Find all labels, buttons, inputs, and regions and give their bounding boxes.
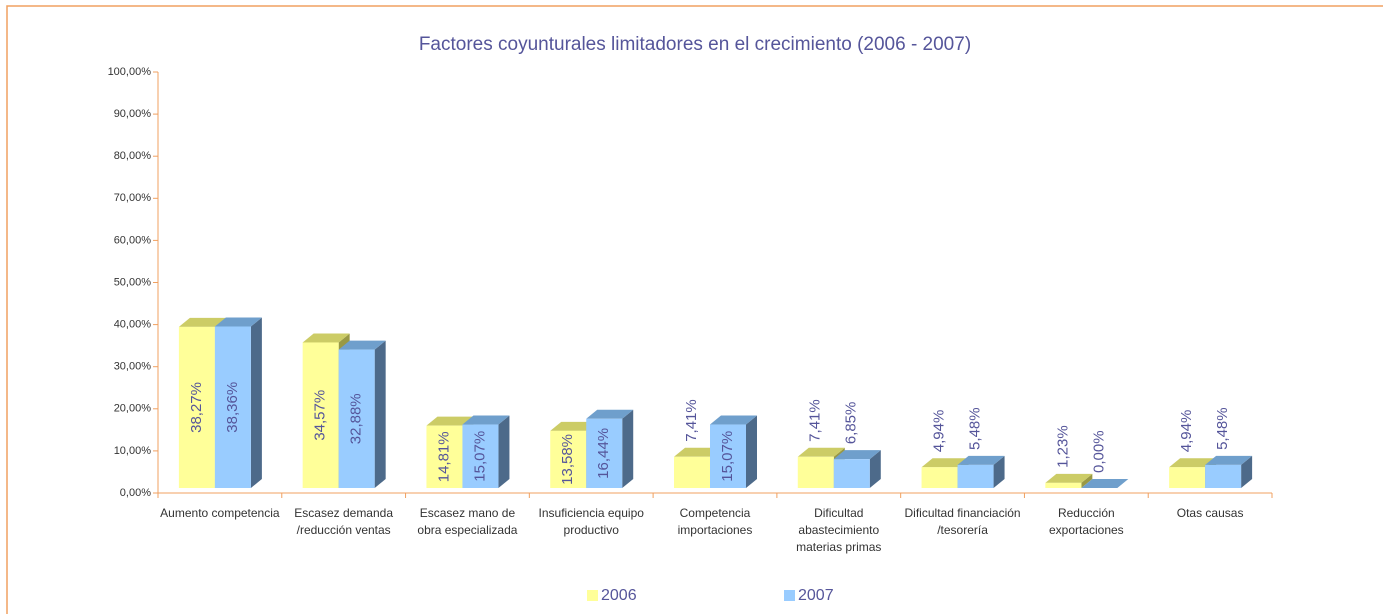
bar-side: [1081, 473, 1093, 488]
y-tick-label: 80,00%: [114, 150, 152, 162]
data-label: 38,27%: [188, 382, 205, 433]
bar-side: [250, 317, 262, 488]
bar: [833, 459, 870, 488]
bar: [426, 425, 463, 488]
data-label: 1,23%: [1054, 425, 1071, 468]
data-label: 4,94%: [931, 410, 948, 453]
y-tick-label: 40,00%: [114, 319, 152, 331]
x-tick-label: Dificultad financiación /tesorería: [904, 506, 1021, 537]
frame: [6, 5, 1383, 614]
data-label: 13,58%: [559, 434, 576, 485]
bar: [214, 326, 251, 488]
x-tick-label: Dificultad abastecimiento materias prima…: [796, 506, 882, 554]
bar: [921, 467, 958, 488]
data-label: 16,44%: [595, 428, 612, 479]
data-label: 34,57%: [312, 390, 329, 441]
bar-side: [498, 415, 510, 488]
data-label: 7,41%: [683, 399, 700, 442]
data-label: 5,48%: [967, 407, 984, 450]
bar-top: [586, 409, 634, 419]
bar: [957, 464, 994, 488]
legend-swatch: [587, 590, 598, 601]
bar-side: [622, 409, 634, 488]
bar: [462, 424, 499, 488]
legend-label: 2006: [601, 587, 637, 604]
x-tick-label: Competencia importaciones: [677, 506, 753, 537]
bar: [710, 424, 746, 488]
bar-top: [674, 447, 721, 457]
bar: [1205, 464, 1242, 488]
y-tick-label: 70,00%: [114, 192, 152, 204]
x-tick-label: Reducción exportaciones: [1048, 506, 1124, 537]
bar-side: [869, 450, 881, 488]
bar: [1169, 467, 1206, 488]
bar: [586, 418, 623, 488]
bar: [178, 326, 215, 488]
y-tick-label: 30,00%: [114, 361, 152, 373]
bar-top: [1169, 458, 1217, 468]
y-tick-label: 60,00%: [114, 234, 152, 246]
bar-side: [374, 340, 386, 488]
y-tick-label: 10,00%: [114, 445, 152, 457]
data-label: 38,36%: [224, 382, 241, 433]
data-label: 5,48%: [1214, 407, 1231, 450]
bar: [674, 456, 710, 488]
bar-top: [1205, 455, 1253, 465]
bar-top: [214, 317, 262, 327]
y-tick-label: 100,00%: [108, 66, 152, 78]
bar: [302, 342, 339, 488]
x-tick-label: Escasez mano de obra especializada: [417, 506, 518, 537]
data-label: 7,41%: [807, 399, 824, 442]
bar: [797, 456, 834, 488]
data-label: 15,07%: [471, 431, 488, 482]
y-tick-label: 50,00%: [114, 276, 152, 288]
x-tick-label: Otas causas: [1176, 506, 1244, 520]
x-tick-label: Insuficiencia equipo productivo: [538, 506, 644, 537]
y-tick-label: 0,00%: [120, 487, 151, 499]
bar-top: [957, 455, 1005, 465]
bar: [338, 349, 375, 488]
bar-top: [921, 458, 969, 468]
data-label: 14,81%: [435, 431, 452, 482]
bar-top: [462, 415, 510, 425]
chart-title: Factores coyunturales limitadores en el …: [419, 34, 971, 55]
bar-side: [1241, 455, 1253, 488]
y-tick-label: 90,00%: [114, 108, 152, 120]
bar-side: [746, 415, 757, 488]
x-tick-label: Aumento competencia: [160, 506, 280, 520]
data-label: 32,88%: [348, 393, 365, 444]
bar-top: [1081, 479, 1129, 488]
data-label: 15,07%: [719, 431, 736, 482]
data-label: 0,00%: [1090, 430, 1107, 473]
bar-top: [1045, 473, 1093, 483]
bar-top: [710, 415, 757, 425]
data-label: 4,94%: [1178, 410, 1195, 453]
bar-top: [550, 421, 598, 431]
x-tick-label: Escasez demanda /reducción ventas: [294, 506, 394, 537]
data-label: 6,85%: [843, 402, 860, 445]
bar-top: [302, 333, 350, 343]
bar-side: [993, 455, 1005, 488]
bar-top: [797, 447, 845, 457]
bar-top: [178, 317, 226, 327]
bar-top: [338, 340, 386, 350]
y-tick-label: 20,00%: [114, 403, 152, 415]
legend-label: 2007: [798, 587, 834, 604]
legend-swatch: [784, 590, 795, 601]
bar: [1045, 482, 1082, 488]
bar: [550, 430, 587, 488]
bar-top: [426, 416, 474, 426]
bar-top: [833, 450, 881, 460]
